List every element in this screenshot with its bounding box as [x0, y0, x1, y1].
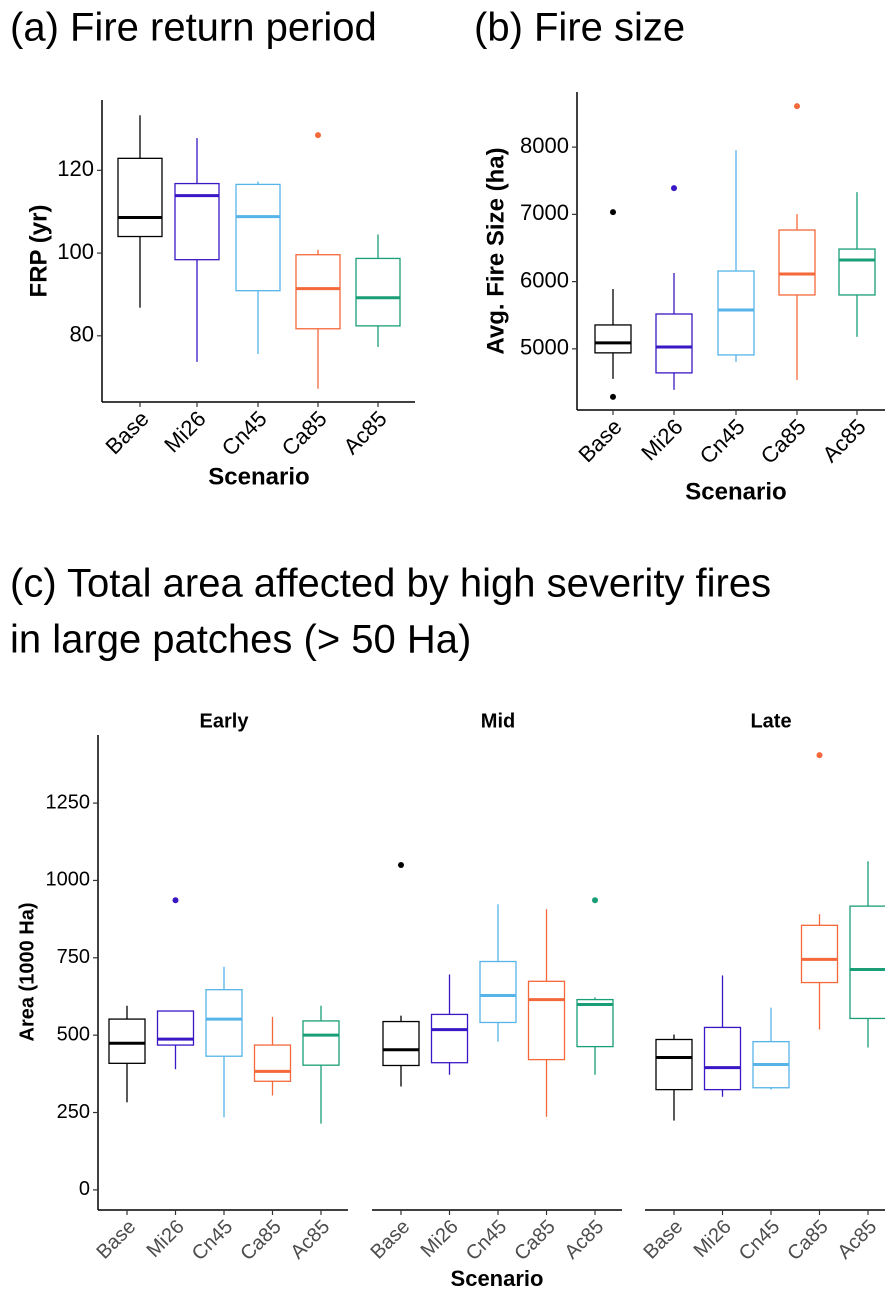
facet-label: Early [200, 710, 250, 732]
x-tick-label: Base [639, 1216, 687, 1264]
x-tick-label: Base [92, 1216, 140, 1264]
x-tick-label: Cn45 [735, 1216, 784, 1265]
box [430, 1013, 469, 1064]
y-tick-label: 7000 [520, 200, 569, 225]
y-tick-label: 1000 [46, 869, 91, 891]
x-tick-label: Cn45 [188, 1216, 237, 1265]
x-tick-label: Cn45 [217, 406, 272, 461]
outlier [315, 132, 321, 139]
box [655, 313, 693, 374]
box [156, 1010, 195, 1046]
chart-title: (c) Total area affected by high severity… [10, 562, 771, 606]
x-tick-label: Cn45 [695, 414, 750, 469]
y-tick-label: 5000 [520, 335, 569, 360]
box [594, 324, 632, 354]
outlier [610, 393, 616, 400]
box [295, 254, 341, 330]
box [527, 980, 566, 1061]
box [117, 157, 163, 238]
outlier [816, 752, 823, 759]
x-tick-label: Ac85 [560, 1216, 608, 1264]
x-tick-label: Base [574, 414, 627, 467]
facet-label: Late [750, 710, 791, 732]
box [355, 257, 401, 327]
outlier [794, 103, 800, 110]
y-axis-label: FRP (yr) [25, 205, 52, 298]
x-tick-label: Mi26 [159, 406, 210, 457]
box [838, 248, 876, 296]
x-tick-label: Base [101, 406, 154, 459]
box [849, 905, 885, 1020]
box [174, 182, 220, 261]
x-tick-label: Ca85 [783, 1216, 832, 1265]
x-tick-label: Ca85 [510, 1216, 559, 1265]
box [382, 1020, 420, 1067]
y-tick-label: 1250 [46, 791, 91, 813]
box [576, 998, 614, 1048]
y-tick-label: 8000 [520, 133, 569, 158]
box [253, 1044, 292, 1082]
y-tick-label: 100 [57, 239, 94, 264]
box [703, 1026, 742, 1091]
box [479, 960, 517, 1024]
facet-label: Mid [481, 710, 515, 732]
chart-title: (a) Fire return period [10, 6, 377, 50]
x-tick-label: Mi26 [143, 1216, 189, 1262]
outlier [592, 897, 598, 904]
x-tick-label: Mi26 [636, 414, 687, 465]
box [800, 924, 839, 984]
x-tick-label: Ca85 [277, 406, 332, 461]
x-tick-label: Mi26 [690, 1216, 736, 1262]
x-tick-label: Ac85 [818, 414, 871, 467]
outlier [610, 209, 616, 216]
x-tick-label: Mi26 [417, 1216, 463, 1262]
y-tick-label: 750 [57, 946, 90, 968]
x-tick-label: Ac85 [286, 1216, 334, 1264]
box [235, 183, 281, 292]
y-tick-label: 120 [57, 156, 94, 181]
x-axis-label: Scenario [685, 478, 786, 505]
box [108, 1018, 146, 1064]
x-tick-label: Ca85 [756, 414, 811, 469]
x-tick-label: Base [366, 1216, 414, 1264]
box [778, 229, 816, 296]
x-tick-label: Ac85 [833, 1216, 881, 1264]
x-tick-label: Ca85 [236, 1216, 285, 1265]
box [717, 270, 755, 356]
y-tick-label: 500 [57, 1023, 90, 1045]
y-axis-label: Avg. Fire Size (ha) [482, 147, 509, 354]
y-tick-label: 80 [70, 322, 94, 347]
y-axis-label: Area (1000 Ha) [16, 903, 38, 1042]
chart-title: in large patches (> 50 Ha) [10, 618, 471, 662]
box [655, 1038, 693, 1091]
y-tick-label: 0 [79, 1178, 90, 1200]
y-tick-label: 250 [57, 1101, 90, 1123]
box [302, 1020, 340, 1066]
chart-title: (b) Fire size [474, 6, 685, 50]
x-axis-label: Scenario [451, 1266, 544, 1291]
outlier [671, 185, 677, 192]
x-axis-label: Scenario [208, 463, 309, 490]
y-tick-label: 6000 [520, 267, 569, 292]
box [205, 989, 243, 1057]
outlier [398, 861, 404, 868]
x-tick-label: Ac85 [339, 406, 392, 459]
x-tick-label: Cn45 [462, 1216, 511, 1265]
outlier [172, 897, 179, 904]
